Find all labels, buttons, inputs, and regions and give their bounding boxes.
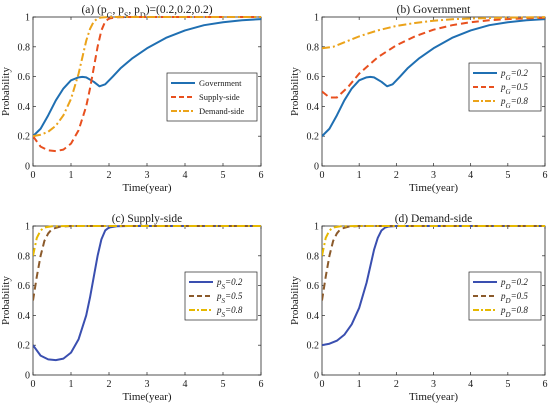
x-tick-label: 6 [543,379,548,390]
legend-label: pS=0.5 [216,291,243,305]
y-tick-label: 1 [25,13,30,24]
series-line-1 [33,18,261,137]
y-tick-label: 0.6 [307,281,320,292]
series-line-3 [33,16,261,138]
y-tick-label: 0.6 [18,281,31,292]
x-tick-label: 0 [320,379,325,390]
legend-label: pG=0.8 [500,96,528,110]
x-tick-label: 6 [543,170,548,181]
x-tick-label: 5 [505,379,510,390]
legend-label: Government [199,78,242,88]
y-axis-label: Probability [0,67,12,116]
legend-label: pS=0.8 [216,305,243,319]
x-tick-label: 2 [394,379,399,390]
x-tick-label: 5 [505,170,510,181]
y-tick-label: 0.8 [18,42,31,53]
chart-panel-1: 0 1 2 3 4 5 6 0 0.2 0.4 0.6 0.8 1 Time(year) Probabili… [0,4,264,194]
y-axis-label: Probability [0,276,12,325]
legend-label: Supply-side [199,92,240,102]
y-tick-label: 0 [314,371,319,382]
x-axis-label: Time(year) [122,182,171,194]
chart-panel-3: 0 1 2 3 4 5 6 0 0.2 0.4 0.6 0.8 1 Time(year) Probabili… [0,213,264,403]
y-tick-label: 0.2 [307,132,320,143]
chart-panel-2: 0 1 2 3 4 5 6 0 0.2 0.4 0.6 0.8 1 Time(year) Probabili… [289,4,548,194]
x-tick-label: 4 [183,379,188,390]
y-tick-label: 0 [314,162,319,173]
series-line-1 [322,18,545,137]
x-tick-label: 3 [145,170,150,181]
y-tick-label: 0.8 [307,251,320,262]
y-tick-label: 1 [314,222,319,233]
x-tick-label: 3 [145,379,150,390]
x-tick-label: 1 [69,170,74,181]
series-line-3 [322,16,545,50]
x-tick-label: 5 [221,379,226,390]
chart-title: (c) Supply-side [112,213,183,225]
x-tick-label: 2 [107,379,112,390]
x-tick-label: 4 [183,170,188,181]
x-axis-label: Time(year) [122,391,171,403]
x-tick-label: 3 [431,379,436,390]
x-tick-label: 2 [107,170,112,181]
series-line-2 [322,16,545,99]
y-tick-label: 1 [314,13,319,24]
legend-label: pD=0.2 [500,277,528,291]
y-axis-label: Probability [289,67,301,116]
y-tick-label: 0.4 [307,102,320,113]
y-tick-label: 0.2 [18,341,31,352]
x-tick-label: 4 [468,170,473,181]
y-tick-label: 0.2 [307,341,320,352]
x-tick-label: 2 [394,170,399,181]
x-tick-label: 1 [357,379,362,390]
series-line-2 [322,225,545,301]
y-tick-label: 0.6 [18,72,31,83]
legend: pS=0.2pS=0.5pS=0.8 [184,271,258,321]
y-tick-label: 0 [25,162,30,173]
y-tick-label: 0.4 [18,102,31,113]
x-tick-label: 4 [468,379,473,390]
y-tick-label: 0.4 [307,311,320,322]
legend-label: Demand-side [199,106,245,116]
x-tick-label: 0 [320,170,325,181]
x-tick-label: 6 [259,170,264,181]
x-tick-label: 0 [31,170,36,181]
legend-label: pG=0.2 [500,68,528,82]
chart-title: (b) Government [397,4,472,16]
chart-title: (d) Demand-side [395,213,473,225]
x-tick-label: 0 [31,379,36,390]
legend-label: pD=0.8 [500,305,528,319]
y-tick-label: 1 [25,222,30,233]
y-tick-label: 0.2 [18,132,31,143]
y-tick-label: 0 [25,371,30,382]
chart-title: (a) (pG, pS, pD)=(0.2,0.2,0.2) [81,4,212,20]
legend-label: pD=0.5 [500,291,528,305]
series-line-3 [33,225,261,257]
x-axis-label: Time(year) [409,182,458,194]
y-tick-label: 0.8 [18,251,31,262]
x-tick-label: 6 [259,379,264,390]
x-tick-label: 5 [221,170,226,181]
x-tick-label: 1 [357,170,362,181]
legend: pD=0.2pD=0.5pD=0.8 [468,271,542,321]
series-line-2 [33,225,261,301]
legend-label: pG=0.5 [500,82,528,96]
y-axis-label: Probability [289,276,301,325]
x-tick-label: 1 [69,379,74,390]
chart-panel-4: 0 1 2 3 4 5 6 0 0.2 0.4 0.6 0.8 1 Time(year) Probabili… [289,213,548,403]
y-tick-label: 0.6 [307,72,320,83]
y-tick-label: 0.4 [18,311,31,322]
x-axis-label: Time(year) [409,391,458,403]
legend: Government Supply-side Demand-side [166,72,258,122]
x-tick-label: 3 [431,170,436,181]
legend: pG=0.2pG=0.5pG=0.8 [468,62,542,112]
y-tick-label: 0.8 [307,42,320,53]
series-line-3 [322,225,545,257]
legend-label: pS=0.2 [216,277,243,291]
